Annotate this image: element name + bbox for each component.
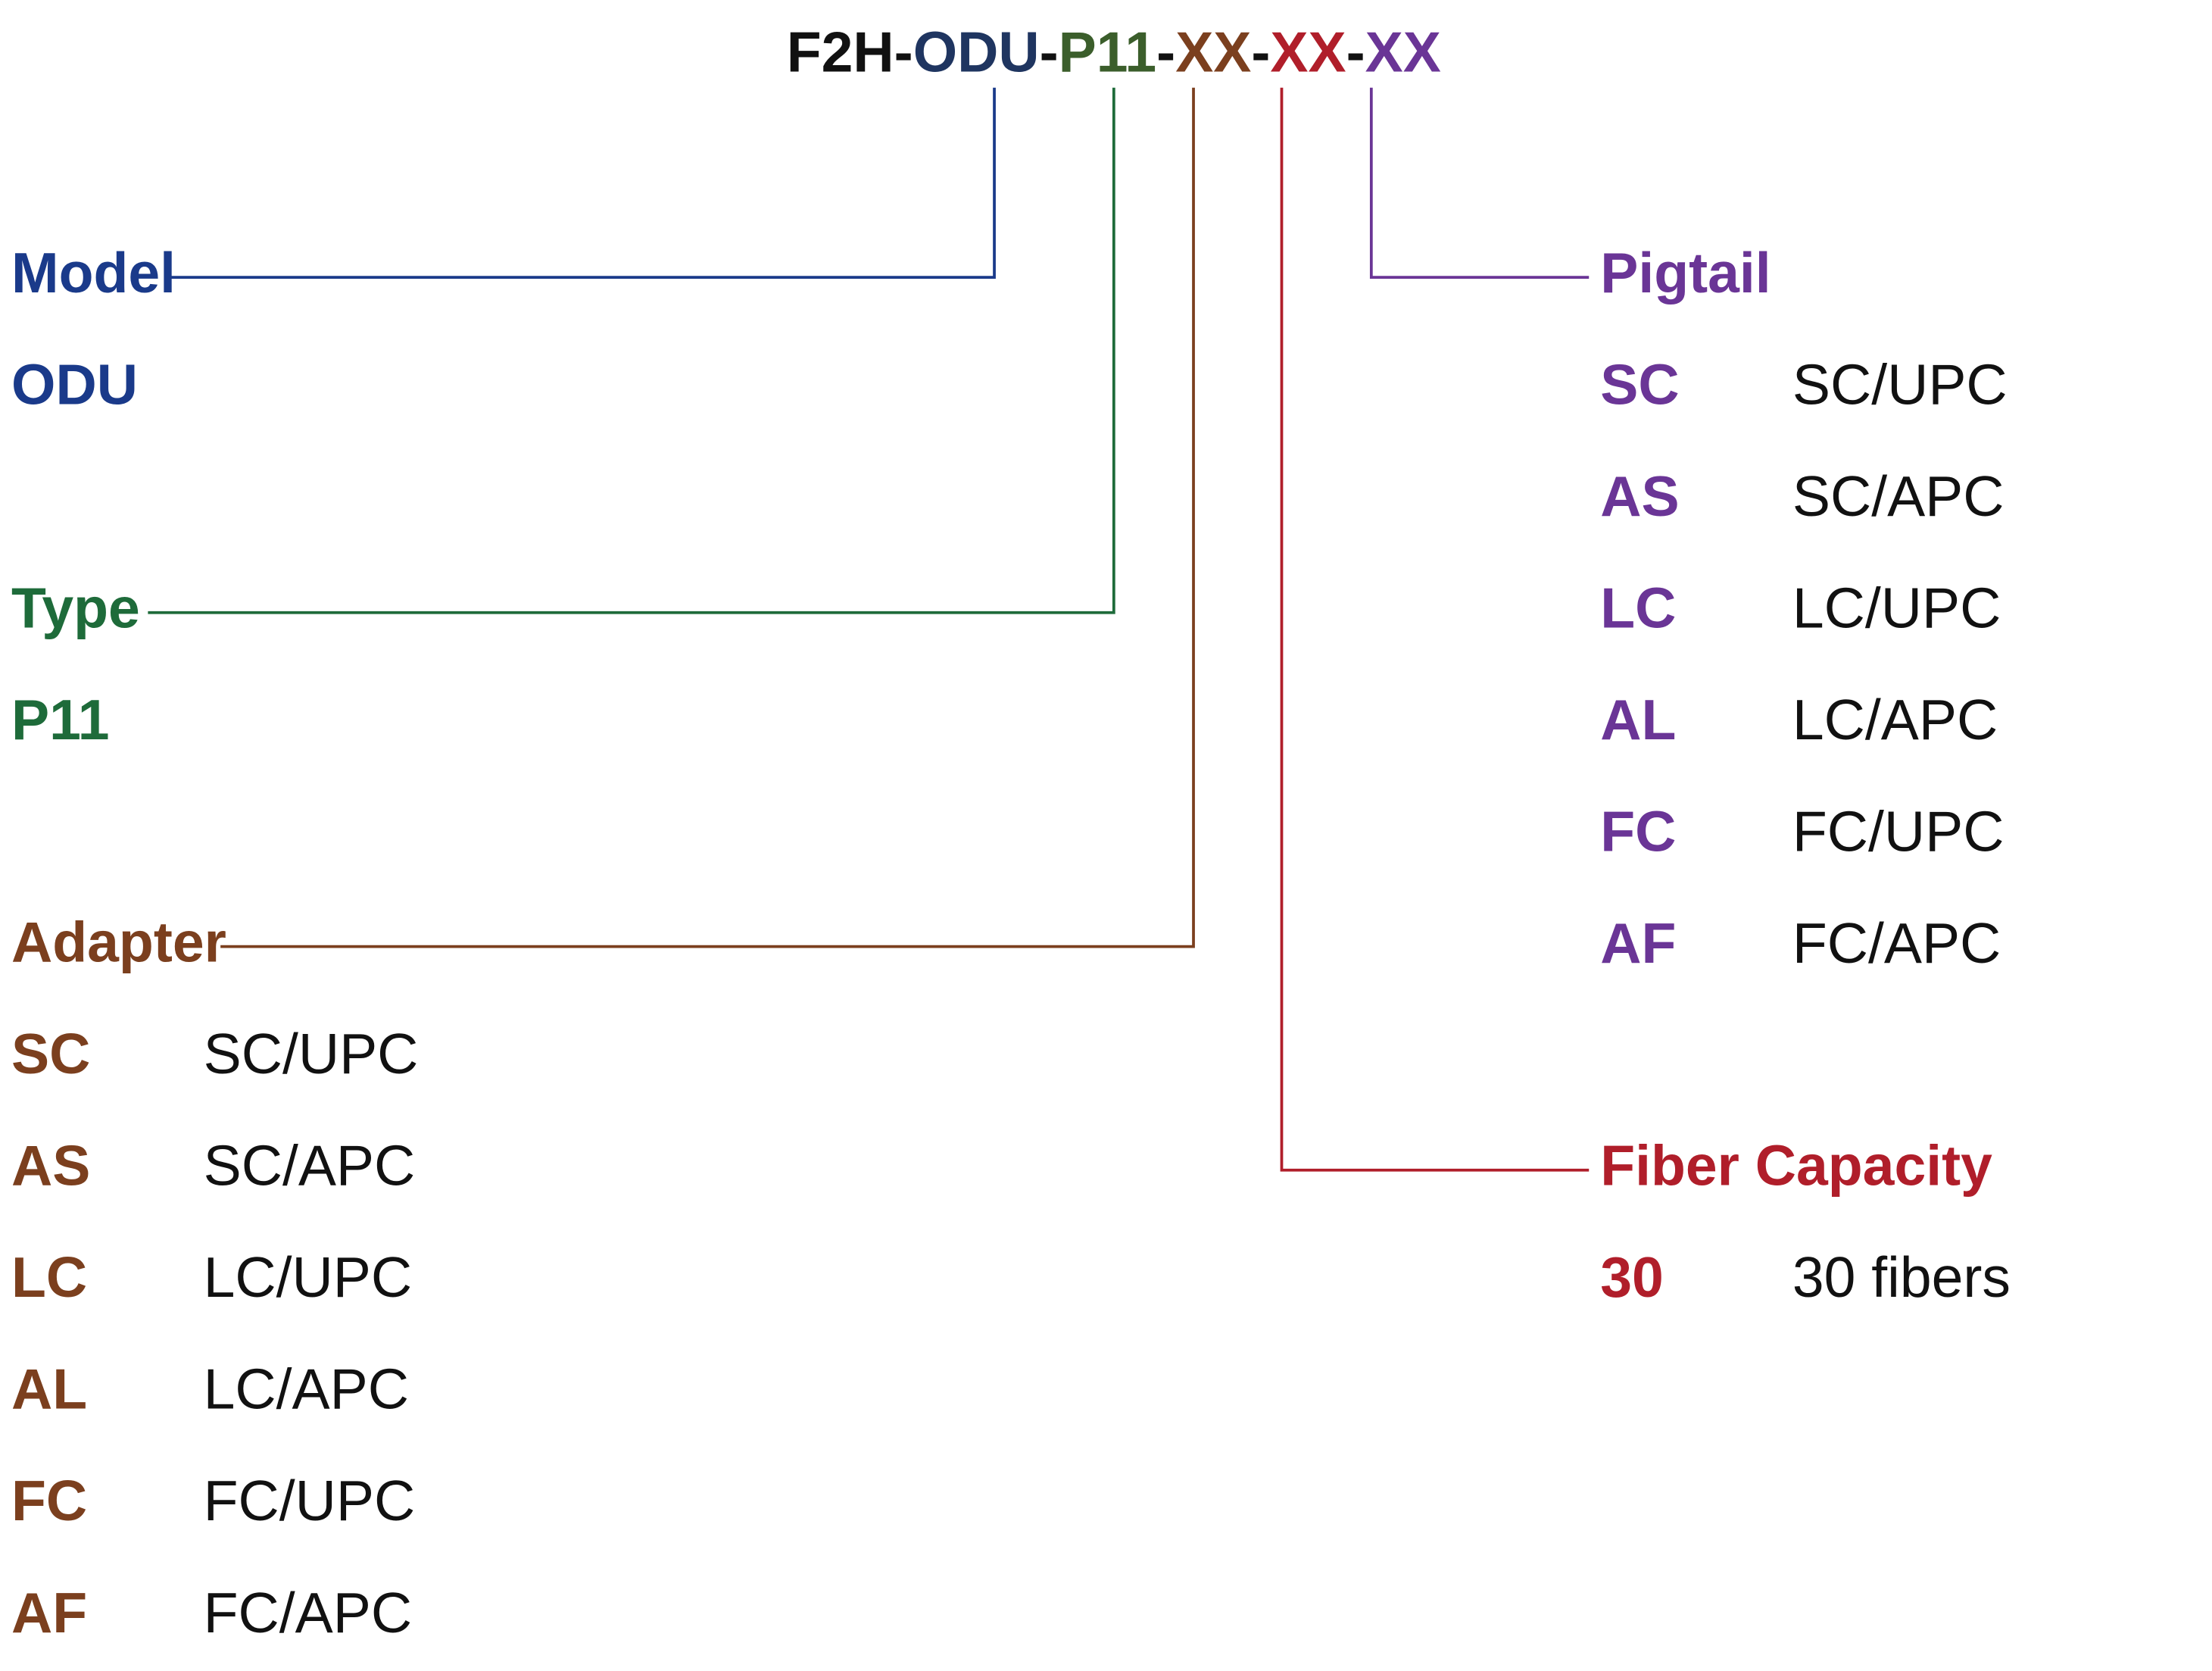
option-code: AS [11, 1134, 90, 1198]
option-code: P11 [11, 688, 110, 751]
code-segment: XX [1270, 20, 1346, 84]
code-segment: P11 [1059, 20, 1157, 84]
option-code: ODU [11, 353, 138, 417]
option-desc: FC/UPC [1792, 800, 2005, 864]
code-segment: - [1040, 20, 1059, 84]
option-code: AL [1600, 688, 1676, 751]
part-number: F2H-ODU-P11-XX-XX-XX [787, 20, 1441, 84]
option-code: AS [1600, 464, 1679, 528]
connector [1280, 87, 1590, 1172]
option-code: SC [1600, 353, 1679, 417]
option-code: LC [11, 1245, 87, 1309]
section-title: Type [11, 576, 140, 640]
option-code: SC [11, 1022, 90, 1085]
code-segment: - [894, 20, 913, 84]
connector [1369, 87, 1590, 279]
option-desc: LC/UPC [1792, 576, 2001, 640]
section-title: Fiber Capacity [1600, 1134, 1992, 1198]
option-code: AL [11, 1357, 87, 1421]
code-segment: XX [1365, 20, 1441, 84]
connector [148, 87, 1115, 614]
code-segment: F2H [787, 20, 894, 84]
code-segment: XX [1175, 20, 1251, 84]
connector [167, 87, 996, 279]
option-code: 30 [1600, 1245, 1664, 1309]
connector [220, 87, 1195, 948]
option-code: LC [1600, 576, 1676, 640]
section-title: Pigtail [1600, 241, 1771, 305]
code-segment: - [1346, 20, 1365, 84]
code-segment: - [1251, 20, 1270, 84]
option-desc: SC/UPC [1792, 353, 2008, 417]
option-desc: SC/APC [204, 1134, 416, 1198]
option-code: FC [11, 1469, 87, 1532]
option-desc: LC/APC [204, 1357, 409, 1421]
option-desc: FC/UPC [204, 1469, 416, 1532]
option-desc: SC/APC [1792, 464, 2005, 528]
code-segment: - [1156, 20, 1175, 84]
section-title: Model [11, 241, 176, 305]
option-code: AF [1600, 911, 1676, 975]
option-code: FC [1600, 800, 1676, 864]
option-code: AF [11, 1581, 87, 1644]
section-title: Adapter [11, 910, 226, 974]
code-segment: ODU [913, 20, 1040, 84]
option-desc: FC/APC [204, 1581, 412, 1644]
option-desc: LC/APC [1792, 688, 1998, 751]
option-desc: SC/UPC [204, 1022, 419, 1085]
option-desc: 30 fibers [1792, 1245, 2011, 1309]
option-desc: FC/APC [1792, 911, 2001, 975]
option-desc: LC/UPC [204, 1245, 412, 1309]
